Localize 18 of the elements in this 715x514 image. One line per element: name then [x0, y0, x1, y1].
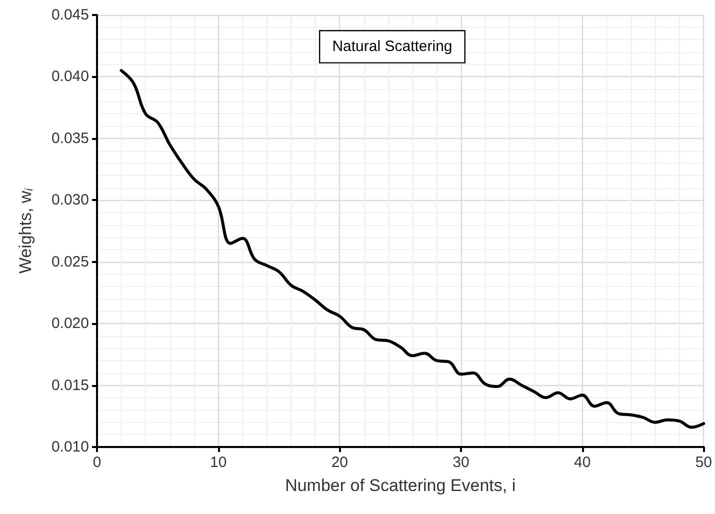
y-tick-label: 0.020	[51, 315, 89, 332]
x-axis-title: Number of Scattering Events, i	[285, 476, 516, 495]
y-axis-title: Weights, wi	[16, 188, 36, 274]
y-tick-label: 0.045	[51, 6, 89, 24]
x-tick-label: 50	[695, 454, 712, 471]
x-tick-label: 30	[452, 454, 470, 471]
y-tick-label: 0.025	[51, 253, 89, 270]
y-tick-label: 0.010	[51, 438, 89, 456]
annotation: Natural Scattering	[332, 38, 452, 56]
x-tick-label: 20	[331, 454, 348, 471]
x-tick-label: 10	[210, 454, 227, 471]
line-series	[120, 69, 706, 429]
y-tick-label: 0.030	[51, 192, 89, 209]
x-tick-label: 0	[92, 454, 102, 471]
x-tick-label: 40	[574, 454, 591, 471]
y-tick-label: 0.015	[51, 376, 89, 394]
y-tick-label: 0.035	[51, 130, 89, 147]
y-tick-label: 0.040	[51, 68, 89, 86]
